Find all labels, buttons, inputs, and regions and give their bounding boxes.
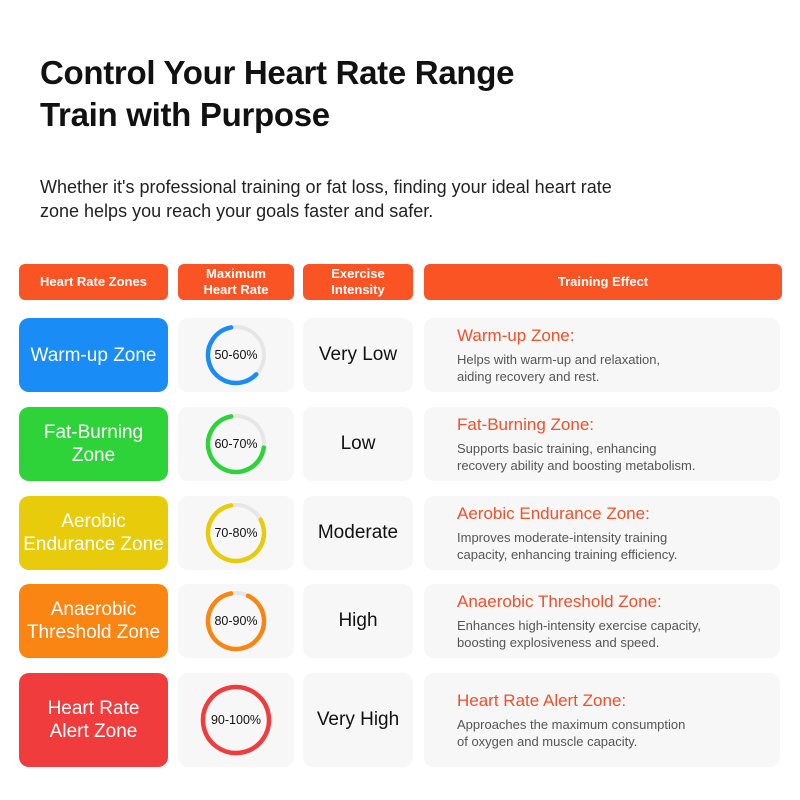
title-line-1: Control Your Heart Rate Range xyxy=(40,54,515,91)
zone-name-line: Endurance Zone xyxy=(23,534,164,555)
zone-name-line: Anaerobic xyxy=(50,599,137,620)
header-training-effect: Training Effect xyxy=(424,264,782,300)
zone-label: Fat-Burning Zone xyxy=(19,407,168,481)
effect-title: Fat-Burning Zone: xyxy=(457,414,595,434)
effect-line: recovery ability and boosting metabolism… xyxy=(457,457,696,473)
heart-rate-range: 50-60% xyxy=(214,348,258,362)
exercise-intensity: High xyxy=(303,584,413,658)
max-heart-rate-cell: 90-100% xyxy=(178,673,294,767)
heart-rate-ring: 60-70% xyxy=(204,412,268,476)
max-heart-rate-cell: 70-80% xyxy=(178,496,294,570)
effect-line: boosting explosiveness and speed. xyxy=(457,634,660,650)
heart-rate-range: 90-100% xyxy=(210,713,262,727)
header-maximum-heart-rate: Maximum Heart Rate xyxy=(178,264,294,300)
training-effect-cell: Anaerobic Threshold Zone: Enhances high-i… xyxy=(424,584,780,658)
ring-gauge xyxy=(200,684,272,756)
header-text: Maximum xyxy=(206,266,266,281)
effect-line: Supports basic training, enhancing xyxy=(457,440,657,456)
header-exercise-intensity: Exercise Intensity xyxy=(303,264,413,300)
training-effect: Fat-Burning Zone: Supports basic training… xyxy=(424,415,695,474)
ring-fill xyxy=(200,684,272,756)
max-heart-rate-cell: 50-60% xyxy=(178,318,294,392)
zone-name-line: Zone xyxy=(71,445,116,466)
effect-description: Supports basic training, enhancing recove… xyxy=(457,440,695,474)
effect-line: Enhances high-intensity exercise capacit… xyxy=(457,617,701,633)
title-line-2: Train with Purpose xyxy=(40,96,330,133)
effect-line: of oxygen and muscle capacity. xyxy=(457,733,638,749)
exercise-intensity: Moderate xyxy=(303,496,413,570)
zone-name-line: Heart Rate xyxy=(47,698,140,719)
zone-label: Anaerobic Threshold Zone xyxy=(19,584,168,658)
ring-gauge xyxy=(205,324,267,386)
training-effect-cell: Aerobic Endurance Zone: Improves moderate… xyxy=(424,496,780,570)
effect-description: Enhances high-intensity exercise capacit… xyxy=(457,617,701,651)
ring-gauge xyxy=(205,413,267,475)
exercise-intensity: Very Low xyxy=(303,318,413,392)
zone-label: Warm-up Zone xyxy=(19,318,168,392)
zone-name-line: Threshold Zone xyxy=(26,622,161,643)
heart-rate-ring: 90-100% xyxy=(199,683,273,757)
zone-name-line: Warm-up Zone xyxy=(30,344,157,366)
training-effect: Aerobic Endurance Zone: Improves moderate… xyxy=(424,504,677,563)
zone-name-line: Aerobic xyxy=(61,511,126,532)
effect-description: Helps with warm-up and relaxation, aiding… xyxy=(457,351,660,385)
header-heart-rate-zones: Heart Rate Zones xyxy=(19,264,168,300)
effect-line: capacity, enhancing training efficiency. xyxy=(457,546,678,562)
max-heart-rate-cell: 60-70% xyxy=(178,407,294,481)
zone-name-line: Fat-Burning xyxy=(43,422,144,443)
effect-line: Improves moderate-intensity training xyxy=(457,529,668,545)
heart-rate-ring: 80-90% xyxy=(204,589,268,653)
header-text: Intensity xyxy=(331,282,385,297)
exercise-intensity: Low xyxy=(303,407,413,481)
effect-title: Aerobic Endurance Zone: xyxy=(457,503,650,523)
header-text: Heart Rate xyxy=(203,282,269,297)
heart-rate-range: 70-80% xyxy=(214,526,258,540)
training-effect: Heart Rate Alert Zone: Approaches the max… xyxy=(424,691,685,750)
effect-line: aiding recovery and rest. xyxy=(457,368,600,384)
page-title: Control Your Heart Rate Range Train with… xyxy=(40,52,514,136)
ring-fill xyxy=(205,324,267,386)
training-effect: Warm-up Zone: Helps with warm-up and rela… xyxy=(424,326,660,385)
training-effect-cell: Fat-Burning Zone: Supports basic training… xyxy=(424,407,780,481)
zone-label: Heart Rate Alert Zone xyxy=(19,673,168,767)
heart-rate-range: 80-90% xyxy=(214,614,258,628)
header-text: Exercise xyxy=(331,266,385,281)
effect-description: Improves moderate-intensity training capa… xyxy=(457,529,677,563)
heart-rate-range: 60-70% xyxy=(214,437,258,451)
effect-description: Approaches the maximum consumption of oxy… xyxy=(457,716,685,750)
ring-fill xyxy=(205,502,267,564)
effect-title: Warm-up Zone: xyxy=(457,325,575,345)
ring-fill xyxy=(205,590,267,652)
ring-gauge xyxy=(205,590,267,652)
zone-label: Aerobic Endurance Zone xyxy=(19,496,168,570)
training-effect-cell: Heart Rate Alert Zone: Approaches the max… xyxy=(424,673,780,767)
heart-rate-ring: 50-60% xyxy=(204,323,268,387)
effect-line: Approaches the maximum consumption xyxy=(457,716,686,732)
exercise-intensity: Very High xyxy=(303,673,413,767)
effect-line: Helps with warm-up and relaxation, xyxy=(457,351,661,367)
max-heart-rate-cell: 80-90% xyxy=(178,584,294,658)
ring-fill xyxy=(205,413,267,475)
effect-title: Anaerobic Threshold Zone: xyxy=(457,591,662,611)
ring-gauge xyxy=(205,502,267,564)
subtitle: Whether it's professional training or fa… xyxy=(40,177,612,221)
heart-rate-ring: 70-80% xyxy=(204,501,268,565)
training-effect: Anaerobic Threshold Zone: Enhances high-i… xyxy=(424,592,701,651)
effect-title: Heart Rate Alert Zone: xyxy=(457,690,627,710)
training-effect-cell: Warm-up Zone: Helps with warm-up and rela… xyxy=(424,318,780,392)
zone-name-line: Alert Zone xyxy=(49,721,138,742)
